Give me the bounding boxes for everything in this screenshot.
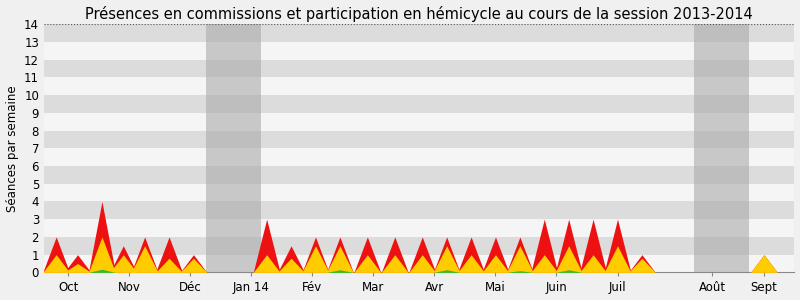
Bar xyxy=(44,42,794,60)
Bar xyxy=(206,24,261,272)
Bar xyxy=(44,166,794,184)
Bar xyxy=(44,237,794,255)
Bar xyxy=(44,113,794,130)
Bar xyxy=(44,60,794,77)
Bar xyxy=(44,219,794,237)
Bar xyxy=(44,95,794,113)
Y-axis label: Séances par semaine: Séances par semaine xyxy=(6,85,18,212)
Bar xyxy=(44,130,794,148)
Bar xyxy=(44,24,794,42)
Bar xyxy=(44,77,794,95)
Bar xyxy=(44,148,794,166)
Bar xyxy=(44,184,794,202)
Bar xyxy=(44,202,794,219)
Bar xyxy=(44,255,794,272)
Title: Présences en commissions et participation en hémicycle au cours de la session 20: Présences en commissions et participatio… xyxy=(86,6,753,22)
Bar xyxy=(694,24,749,272)
